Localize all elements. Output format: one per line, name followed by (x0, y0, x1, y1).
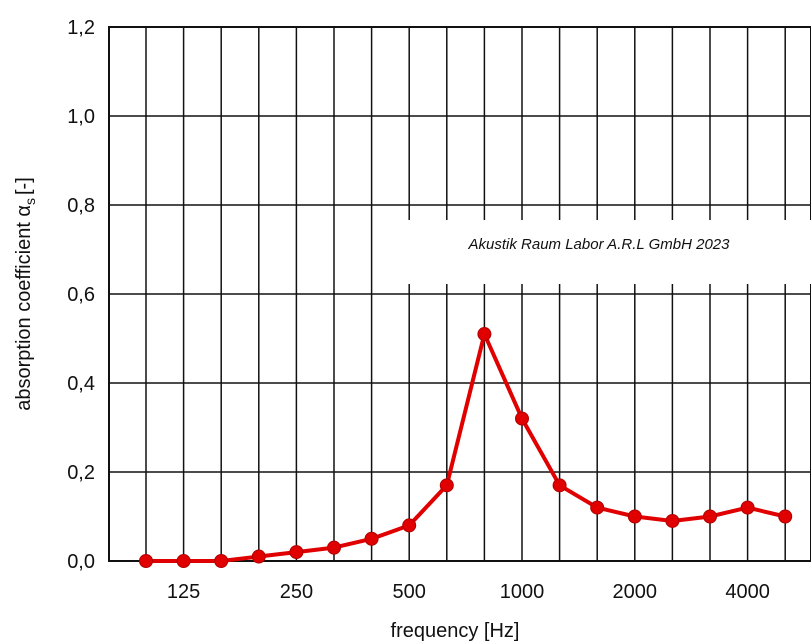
plot-frame (108, 26, 811, 562)
series-line (146, 332, 786, 563)
y-axis-title: absorption coefficient αs [-] (13, 177, 38, 411)
x-tick-label: 2000 (613, 581, 658, 603)
grid (109, 26, 811, 562)
y-tick-label: 0,6 (67, 284, 95, 306)
annotation-box: Akustik Raum Labor A.R.L GmbH 2023 (408, 220, 811, 284)
y-tick-labels: 0,0 0,2 0,4 0,6 0,8 1,0 1,2 (67, 17, 95, 573)
data-point (176, 554, 191, 568)
y-tick-label: 0,2 (67, 462, 95, 484)
x-tick-label: 125 (167, 581, 200, 603)
y-axis-title-subscript: s (22, 198, 38, 205)
data-point (703, 509, 717, 524)
x-tick-label: 500 (393, 581, 426, 603)
y-tick-label: 0,8 (67, 195, 95, 217)
data-point (364, 531, 379, 546)
data-point (251, 549, 266, 564)
annotation-text: Akustik Raum Labor A.R.L GmbH 2023 (468, 236, 731, 253)
y-tick-label: 0,0 (67, 551, 95, 573)
y-tick-label: 1,0 (67, 106, 95, 128)
data-point (439, 478, 454, 493)
x-tick-label: 250 (280, 581, 313, 603)
series-layer (139, 327, 793, 568)
data-point (552, 478, 567, 493)
data-point (590, 500, 605, 515)
x-tick-label: 4000 (725, 581, 770, 603)
data-point (214, 554, 229, 568)
x-tick-labels: 125 250 500 1000 2000 4000 (167, 581, 770, 603)
data-point (627, 509, 642, 524)
data-point (289, 545, 304, 560)
data-point (665, 513, 680, 528)
data-point (139, 554, 153, 568)
annotation-background (408, 220, 811, 284)
data-point (477, 327, 492, 342)
y-tick-label: 0,4 (67, 373, 95, 395)
x-tick-label: 1000 (500, 581, 545, 603)
data-point (327, 540, 341, 555)
data-point (778, 509, 793, 524)
y-tick-label: 1,2 (67, 17, 95, 39)
y-axis-title-main: absorption coefficient α (13, 205, 35, 411)
data-point (740, 500, 755, 515)
y-axis-title-unit: [-] (13, 177, 35, 195)
data-point (402, 518, 417, 533)
x-axis-title: frequency [Hz] (391, 620, 520, 642)
data-point (515, 411, 529, 426)
